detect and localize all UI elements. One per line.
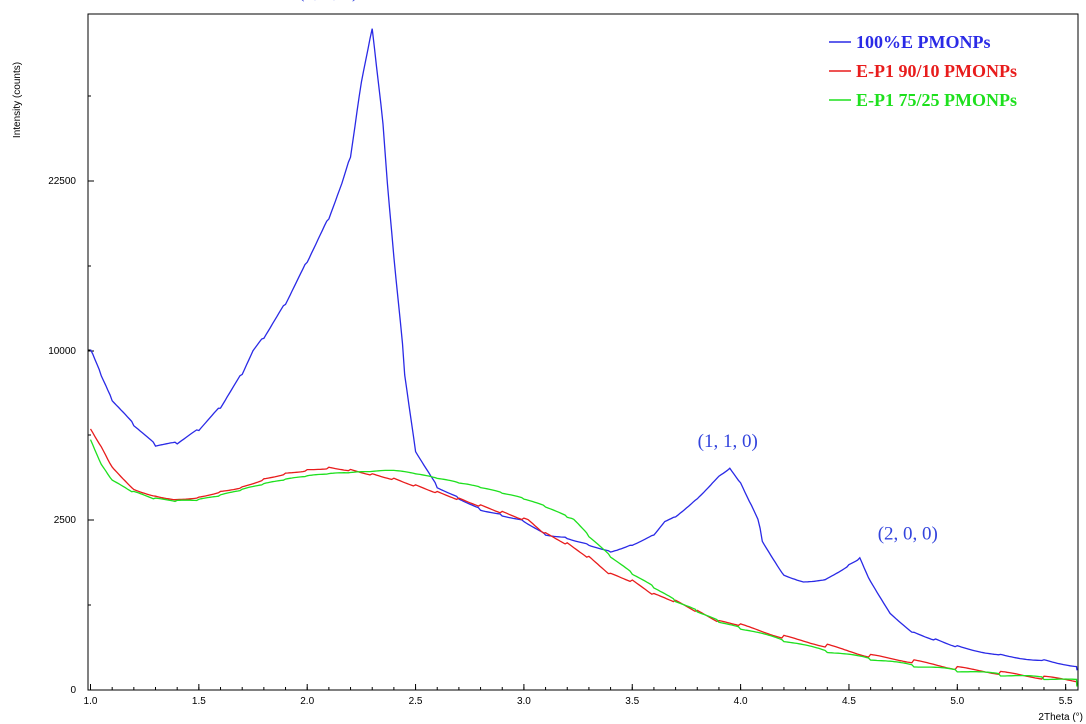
legend-label: E-P1 75/25 PMONPs xyxy=(856,90,1017,110)
y-axis-title: Intensity (counts) xyxy=(12,62,23,138)
x-tick-label: 3.0 xyxy=(517,696,531,707)
peak-label: (1, 0, 0) xyxy=(298,0,358,2)
legend: 100%E PMONPs E-P1 90/10 PMONPs E-P1 75/25 … xyxy=(829,32,1017,110)
series-line xyxy=(89,428,1078,686)
y-tick-label: 10000 xyxy=(48,346,76,357)
x-tick-label: 1.5 xyxy=(192,696,206,707)
x-tick-label: 4.5 xyxy=(842,696,856,707)
plot-frame xyxy=(87,13,1079,691)
legend-label: E-P1 90/10 PMONPs xyxy=(856,61,1017,81)
peak-label: (1, 1, 0) xyxy=(698,431,758,452)
y-tick-label: 2500 xyxy=(54,515,77,526)
x-tick-label: 2.5 xyxy=(409,696,423,707)
series-line xyxy=(89,439,1078,687)
x-tick-label: 5.0 xyxy=(950,696,964,707)
x-tick-label: 5.5 xyxy=(1059,696,1073,707)
legend-label: 100%E PMONPs xyxy=(856,32,991,52)
x-axis-title: 2Theta (°) xyxy=(1038,712,1083,723)
x-tick-label: 2.0 xyxy=(300,696,314,707)
x-tick-label: 4.0 xyxy=(734,696,748,707)
x-tick-label: 3.5 xyxy=(625,696,639,707)
y-tick-label: 22500 xyxy=(48,176,76,187)
peak-label: (2, 0, 0) xyxy=(878,523,938,544)
peak-annotations: (1, 0, 0) (1, 1, 0) (2, 0, 0) xyxy=(298,0,938,544)
y-tick-label: 0 xyxy=(70,685,76,696)
axis-ticks: 1.0 1.5 2.0 2.5 3.0 3.5 4.0 4.5 5.0 5.5 0 2500 10000… xyxy=(48,95,1073,707)
series-line xyxy=(89,28,1078,671)
series-layer xyxy=(89,28,1078,687)
x-tick-label: 1.0 xyxy=(84,696,98,707)
